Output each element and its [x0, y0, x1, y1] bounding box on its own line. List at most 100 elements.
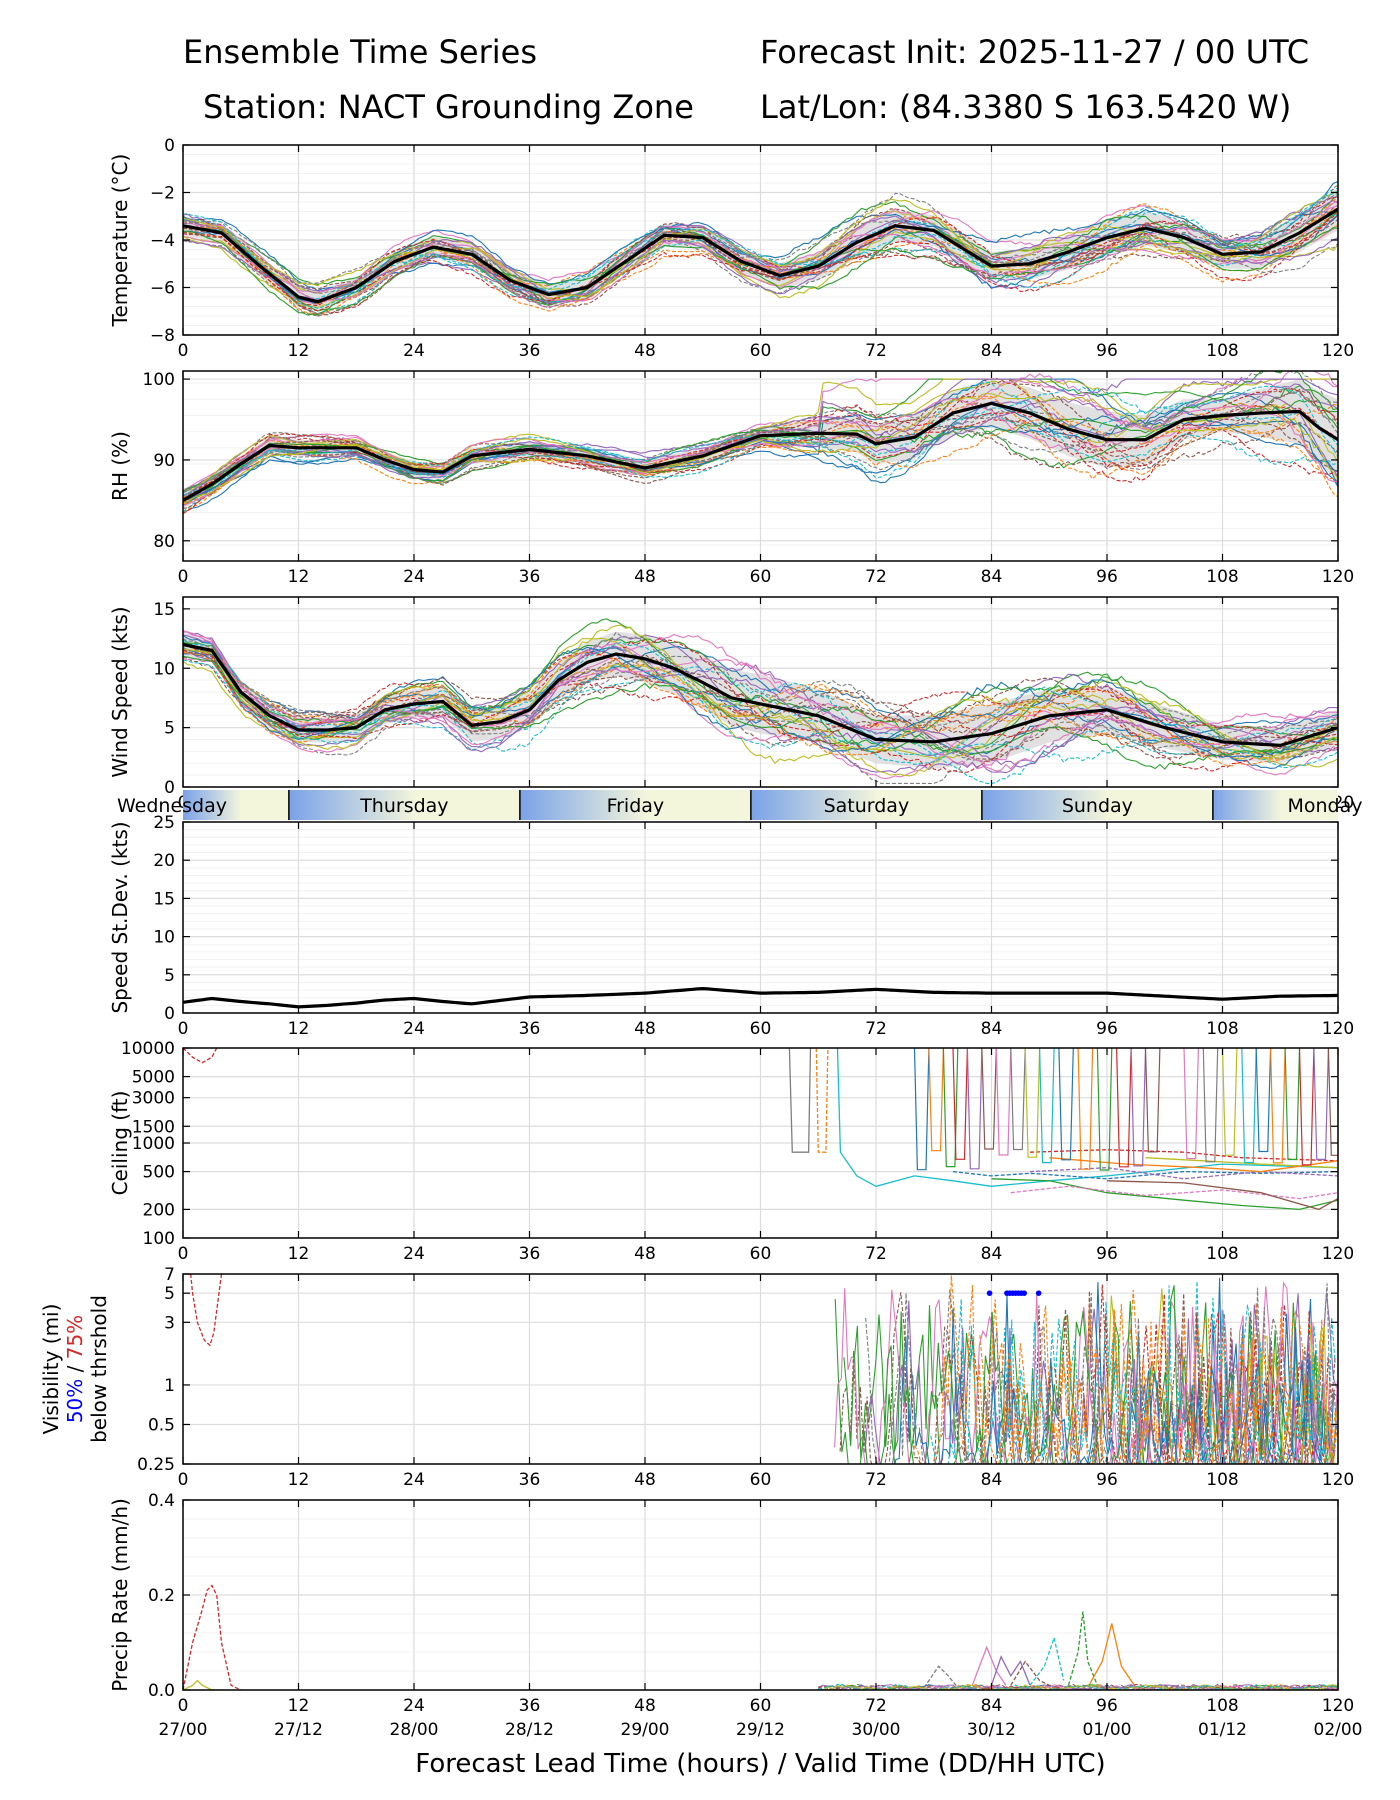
ensemble-member-line: [183, 190, 1338, 309]
y-tick-label: 100: [143, 370, 175, 390]
day-label: Friday: [607, 795, 665, 817]
x-tick-label: 60: [750, 1019, 772, 1039]
y-tick-label: −8: [150, 326, 175, 346]
ceiling-drop-trace: [1298, 1048, 1315, 1166]
y-tick-label: 1: [164, 1376, 175, 1396]
ensemble-mean-line: [183, 401, 1338, 502]
station-name: Station: NACT Grounding Zone: [203, 88, 694, 126]
ensemble-member-line: [183, 378, 1338, 506]
day-segment: [981, 790, 1213, 820]
x-tick-label: 24: [403, 1470, 425, 1490]
y-tick-label: 200: [143, 1200, 175, 1220]
threshold-50pct-point: [1035, 1290, 1042, 1296]
ceiling-drop-trace: [1024, 1048, 1041, 1158]
ceiling-drop-trace: [1241, 1048, 1257, 1164]
ceiling-drop-trace: [966, 1048, 983, 1170]
member-trace: [836, 1048, 1338, 1187]
x-tick-label: 0: [178, 1470, 189, 1490]
ensemble-member-line: [183, 184, 1338, 309]
ensemble-member-line: [183, 630, 1338, 772]
ceiling-drop-trace: [1144, 1048, 1161, 1153]
threshold-separator: /: [63, 1359, 87, 1378]
member-trace: [1067, 1611, 1099, 1686]
y-tick-label: 0: [164, 1004, 175, 1024]
ensemble-member-line: [183, 631, 1338, 766]
plot-area: [183, 986, 1338, 1009]
ceiling-drop-trace: [952, 1048, 968, 1160]
x-tick-label: 120: [1322, 341, 1354, 361]
member-trace: [1010, 1185, 1338, 1200]
y-axis-label: Visibility (mi): [39, 1304, 63, 1435]
x-axis-label: Forecast Lead Time (hours) / Valid Time …: [415, 1749, 1105, 1779]
ensemble-mean-line: [183, 986, 1338, 1009]
ensemble-mean-line: [183, 207, 1338, 304]
x-tick-label: 60: [750, 567, 772, 587]
x-tick-label: 24: [403, 1019, 425, 1039]
valid-time-label: 28/00: [390, 1720, 439, 1740]
valid-time-label: 01/00: [1083, 1720, 1132, 1740]
valid-time-label: 27/00: [159, 1720, 208, 1740]
ensemble-member-line: [183, 637, 1338, 753]
member-trace: [952, 1170, 1338, 1180]
ensemble-mean-line: [183, 642, 1338, 748]
ensemble-member-line: [183, 649, 1338, 772]
ensemble-member-line: [183, 642, 1338, 764]
ensemble-member-line: [183, 630, 1338, 770]
x-tick-label: 96: [1096, 1470, 1118, 1490]
y-axis-label: Precip Rate (mm/h): [108, 1498, 132, 1692]
y-tick-label: 0: [164, 778, 175, 798]
member-trace: [788, 1048, 812, 1153]
member-trace: [183, 1584, 242, 1690]
member-trace: [1106, 1180, 1338, 1211]
ensemble-member-line: [183, 656, 1338, 760]
ceiling-drop-trace: [942, 1048, 959, 1168]
ceiling-drop-trace: [1327, 1048, 1338, 1156]
panel-precip: 0 12 24 36 48 60 72 84 96 108 120 0.0 0.2 0.4 Precip R…: [108, 1491, 1354, 1716]
visibility-member-line: [913, 1275, 1336, 1464]
panel-rh: 0 12 24 36 48 60 72 84 96 108 120 80 90 100 RH (%): [108, 370, 1354, 587]
x-tick-label: 72: [865, 1244, 887, 1264]
x-tick-label: 84: [981, 1244, 1003, 1264]
x-tick-label: 84: [981, 1019, 1003, 1039]
ceiling-drop-trace: [1202, 1048, 1219, 1163]
ceiling-drop-trace: [913, 1048, 930, 1171]
x-tick-label: 48: [634, 341, 656, 361]
x-tick-label: 36: [519, 341, 541, 361]
plot-area: [190, 1274, 1338, 1464]
y-tick-label: 7: [164, 1265, 175, 1285]
x-tick-label: 120: [1322, 1470, 1354, 1490]
x-tick-label: 72: [865, 1470, 887, 1490]
y-tick-label: 10: [153, 928, 175, 948]
y-tick-label: 3: [164, 1313, 175, 1333]
visibility-member-line: [1153, 1293, 1326, 1464]
x-tick-label: 48: [634, 1019, 656, 1039]
threshold-caption: below thrshold: [87, 1295, 111, 1443]
x-tick-label: 0: [178, 1244, 189, 1264]
x-tick-label: 36: [519, 1019, 541, 1039]
station-latlon: Lat/Lon: (84.3380 S 163.5420 W): [760, 88, 1292, 126]
y-tick-label: 3000: [132, 1089, 175, 1109]
panel-temperature: 0 12 24 36 48 60 72 84 96 108 120 0 −2 −4 −6 −8 Temperat…: [108, 136, 1354, 361]
x-tick-label: 12: [288, 1019, 310, 1039]
x-tick-label: 0: [178, 341, 189, 361]
figure-title: Ensemble Time Series: [183, 33, 537, 71]
x-tick-label: 60: [750, 341, 772, 361]
y-tick-label: 10: [153, 659, 175, 679]
y-tick-label: 90: [153, 451, 175, 471]
x-tick-label: 12: [288, 567, 310, 587]
ensemble-member-line: [183, 218, 1338, 315]
panel-visibility: 0 12 24 36 48 60 72 84 96 108 120 0.25 0.5 1 3 57 Visibi…: [39, 1265, 1354, 1490]
day-label: Thursday: [359, 795, 448, 817]
y-tick-label: 500: [143, 1163, 175, 1183]
ensemble-member-line: [183, 402, 1338, 505]
threshold-legend-label: 50% / 75%: [63, 1315, 87, 1423]
x-tick-label: 60: [750, 1696, 772, 1716]
x-tick-label: 24: [403, 1244, 425, 1264]
y-tick-label: 100: [143, 1229, 175, 1249]
day-segment: [750, 790, 982, 820]
threshold-50-label: 50%: [63, 1379, 87, 1423]
valid-time-label: 02/00: [1314, 1720, 1363, 1740]
valid-time-label: 30/12: [967, 1720, 1016, 1740]
day-bar: Wednesday Thursday Friday Saturday Sunday Mon…: [117, 790, 1363, 820]
ensemble-member-line: [183, 199, 1338, 305]
